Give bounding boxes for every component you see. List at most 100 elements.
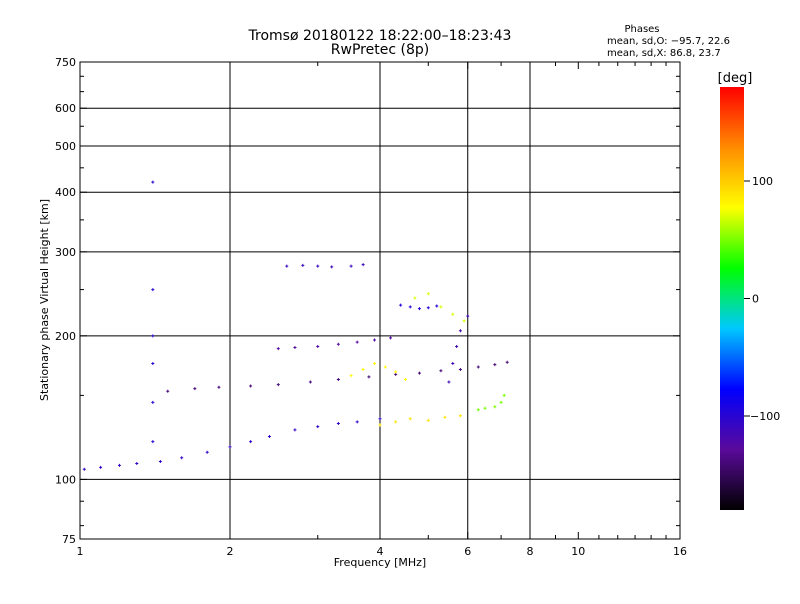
data-point xyxy=(135,461,139,465)
data-point xyxy=(399,303,403,307)
x-tick-label: 6 xyxy=(464,545,471,558)
data-point xyxy=(373,361,377,365)
data-point xyxy=(308,380,312,384)
data-point xyxy=(439,305,443,309)
data-point xyxy=(267,435,271,439)
data-point xyxy=(316,344,320,348)
data-point xyxy=(349,264,353,268)
data-point xyxy=(394,370,398,374)
data-point xyxy=(151,288,155,292)
data-point xyxy=(367,375,371,379)
data-point xyxy=(316,425,320,429)
colorbar-ticks: 100 0 −100 xyxy=(744,175,780,423)
y-tick-label: 75 xyxy=(62,533,76,546)
colorbar-tick-label: 100 xyxy=(752,175,773,188)
x-axis-label: Frequency [MHz] xyxy=(334,556,426,569)
y-tick-label: 400 xyxy=(55,186,76,199)
data-point xyxy=(316,264,320,268)
colorbar-tick-label: 0 xyxy=(752,293,759,306)
y-axis-ticks: 75 100 200 300 400 500 600 750 xyxy=(55,56,680,546)
data-point xyxy=(499,400,503,404)
y-tick-label: 600 xyxy=(55,102,76,115)
data-point xyxy=(426,418,430,422)
chart-subtitle: RwPretec (8p) xyxy=(331,42,429,58)
data-point xyxy=(151,400,155,404)
data-point xyxy=(435,304,439,308)
data-point xyxy=(158,460,162,464)
data-point xyxy=(276,383,280,387)
data-point xyxy=(151,334,155,338)
x-tick-label: 10 xyxy=(571,545,585,558)
data-point xyxy=(276,347,280,351)
y-tick-label: 200 xyxy=(55,330,76,343)
data-point xyxy=(336,377,340,381)
data-point xyxy=(82,467,86,471)
data-point xyxy=(502,393,506,397)
data-point xyxy=(408,417,412,421)
data-point xyxy=(443,415,447,419)
data-point xyxy=(466,314,470,318)
x-tick-label: 1 xyxy=(77,545,84,558)
data-point xyxy=(99,465,103,469)
colorbar-tick-label: −100 xyxy=(750,410,780,423)
data-point xyxy=(293,346,297,350)
data-point xyxy=(408,305,412,309)
data-point xyxy=(180,456,184,460)
data-point xyxy=(349,374,353,378)
data-point xyxy=(151,361,155,365)
gridlines xyxy=(80,62,680,539)
data-point xyxy=(451,312,455,316)
data-point xyxy=(228,445,232,449)
data-point xyxy=(355,420,359,424)
data-point xyxy=(151,440,155,444)
data-point xyxy=(505,360,509,364)
data-point xyxy=(151,180,155,184)
data-point xyxy=(458,367,462,371)
data-point xyxy=(378,417,382,421)
data-point xyxy=(413,296,417,300)
x-tick-label: 4 xyxy=(377,545,384,558)
phases-title: Phases xyxy=(624,24,659,35)
data-point xyxy=(249,384,253,388)
data-points xyxy=(82,180,509,471)
data-point xyxy=(166,389,170,393)
data-point xyxy=(389,336,393,340)
x-tick-label: 8 xyxy=(527,545,534,558)
data-point xyxy=(426,292,430,296)
data-point xyxy=(249,440,253,444)
data-point xyxy=(394,420,398,424)
data-point xyxy=(217,385,221,389)
x-axis-ticks: 1 2 4 6 8 10 16 xyxy=(77,62,687,558)
data-point xyxy=(483,406,487,410)
data-point xyxy=(361,263,365,267)
y-tick-label: 300 xyxy=(55,246,76,259)
y-tick-label: 500 xyxy=(55,140,76,153)
y-axis-label: Stationary phase Virtual Height [km] xyxy=(38,199,51,401)
phases-x-stats: mean, sd,X: 86.8, 23.7 xyxy=(607,48,721,59)
data-point xyxy=(447,380,451,384)
colorbar xyxy=(720,87,744,510)
data-point xyxy=(417,371,421,375)
data-point xyxy=(403,377,407,381)
data-point xyxy=(330,265,334,269)
colorbar-label: [deg] xyxy=(718,71,753,86)
data-point xyxy=(378,423,382,427)
data-point xyxy=(336,342,340,346)
data-point xyxy=(355,340,359,344)
chart-title: Tromsø 20180122 18:22:00–18:23:43 xyxy=(248,28,512,44)
x-tick-label: 16 xyxy=(673,545,687,558)
data-point xyxy=(361,367,365,371)
data-point xyxy=(458,414,462,418)
y-tick-label: 100 xyxy=(55,473,76,486)
phases-o-stats: mean, sd,O: −95.7, 22.6 xyxy=(607,36,730,47)
data-point xyxy=(117,463,121,467)
data-point xyxy=(373,338,377,342)
data-point xyxy=(383,365,387,369)
x-tick-label: 2 xyxy=(227,545,234,558)
data-point xyxy=(451,361,455,365)
data-point xyxy=(439,369,443,373)
data-point xyxy=(493,363,497,367)
data-point xyxy=(458,329,462,333)
